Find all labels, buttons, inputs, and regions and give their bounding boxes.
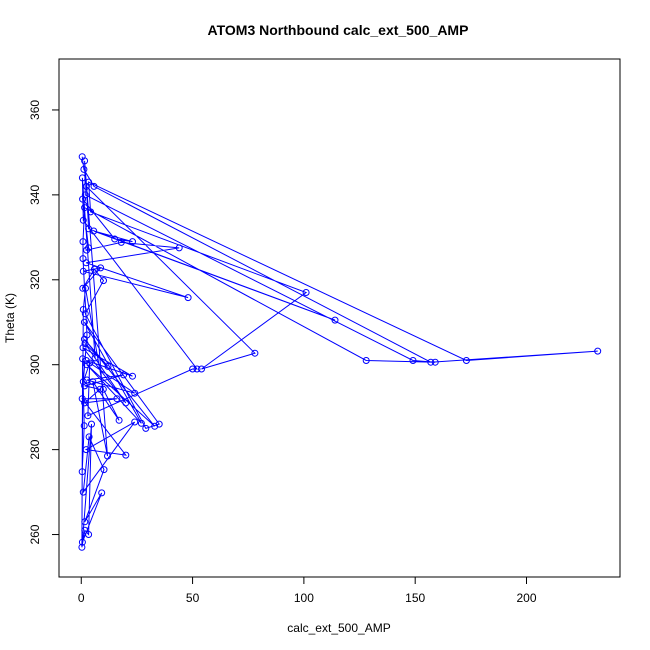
data-point — [81, 526, 89, 534]
data-point — [87, 208, 95, 216]
y-tick-label: 320 — [28, 269, 42, 289]
x-axis: 0 50 100 150 200 — [78, 576, 537, 605]
data-point — [129, 238, 136, 246]
data-point — [84, 412, 92, 420]
data-point — [78, 395, 86, 403]
data-point — [122, 399, 130, 407]
data-point — [131, 389, 139, 397]
data-point — [80, 318, 88, 326]
data-point — [82, 182, 90, 190]
data-point — [79, 255, 87, 263]
data-point — [251, 349, 259, 357]
data-point — [594, 347, 602, 355]
data-point — [78, 543, 86, 551]
data-point — [462, 357, 470, 364]
data-point — [85, 178, 93, 186]
data-point — [79, 267, 87, 275]
y-tick-label: 340 — [28, 185, 42, 205]
data-point — [104, 362, 112, 370]
data-point — [82, 284, 89, 292]
y-axis: 260 280 300 320 340 360 — [28, 100, 60, 545]
data-point — [129, 372, 136, 380]
data-point — [79, 488, 87, 496]
data-point — [86, 359, 94, 367]
data-point — [89, 378, 97, 386]
data-point — [80, 422, 88, 430]
data-point — [81, 340, 89, 347]
chart-title: ATOM3 Northbound calc_ext_500_AMP — [208, 22, 469, 38]
data-point — [122, 451, 130, 459]
data-series — [78, 153, 602, 551]
data-point — [409, 357, 417, 364]
data-point — [85, 433, 93, 441]
data-point — [100, 277, 107, 285]
x-tick-label: 100 — [294, 591, 314, 605]
y-tick-label: 360 — [28, 100, 42, 120]
data-point — [175, 244, 183, 252]
data-point — [79, 284, 87, 292]
series-line — [81, 156, 598, 548]
data-point — [79, 306, 87, 313]
data-point — [81, 382, 89, 390]
data-point — [78, 468, 86, 476]
data-point — [82, 446, 90, 454]
y-tick-label: 300 — [28, 354, 42, 374]
data-point — [91, 354, 99, 362]
data-point — [85, 244, 93, 252]
data-point — [193, 365, 201, 373]
data-point — [85, 531, 93, 538]
data-point — [78, 174, 86, 182]
data-point — [331, 316, 339, 324]
data-point — [79, 216, 87, 224]
y-axis-label: Theta (K) — [3, 293, 17, 343]
data-point — [111, 235, 119, 243]
data-point — [81, 310, 89, 318]
data-point — [83, 331, 91, 339]
data-point — [427, 358, 435, 366]
x-axis-label: calc_ext_500_AMP — [287, 621, 390, 635]
data-point — [431, 358, 439, 366]
data-point — [81, 191, 89, 199]
x-tick-label: 150 — [405, 591, 425, 605]
data-point — [88, 420, 95, 428]
data-point — [362, 357, 370, 364]
data-point — [120, 371, 128, 379]
data-point — [131, 418, 139, 426]
data-point — [90, 265, 98, 273]
data-point — [79, 238, 87, 246]
data-point — [184, 294, 192, 302]
data-point — [137, 419, 145, 427]
data-point — [83, 246, 91, 254]
data-point — [98, 489, 106, 497]
data-point — [142, 424, 150, 432]
data-point — [113, 395, 121, 403]
y-tick-label: 260 — [28, 524, 42, 544]
y-tick-label: 280 — [28, 439, 42, 459]
data-point — [79, 378, 87, 386]
data-point — [79, 344, 87, 352]
data-point — [189, 365, 197, 373]
data-point — [96, 385, 104, 393]
data-point — [90, 182, 98, 190]
x-tick-label: 200 — [516, 591, 536, 605]
data-point — [115, 416, 123, 424]
x-tick-label: 50 — [186, 591, 200, 605]
data-point — [90, 227, 98, 235]
x-tick-label: 0 — [78, 591, 85, 605]
data-point — [81, 518, 89, 526]
data-point — [81, 157, 89, 165]
data-point — [117, 238, 125, 246]
plot-frame — [58, 58, 621, 578]
data-point — [100, 466, 108, 474]
data-point — [104, 452, 111, 460]
data-point — [79, 355, 87, 363]
data-point — [80, 165, 88, 173]
data-point — [78, 538, 86, 546]
data-point — [99, 385, 107, 393]
data-point — [81, 204, 89, 212]
data-point — [198, 365, 205, 373]
data-point — [151, 422, 159, 430]
data-point — [302, 289, 310, 296]
